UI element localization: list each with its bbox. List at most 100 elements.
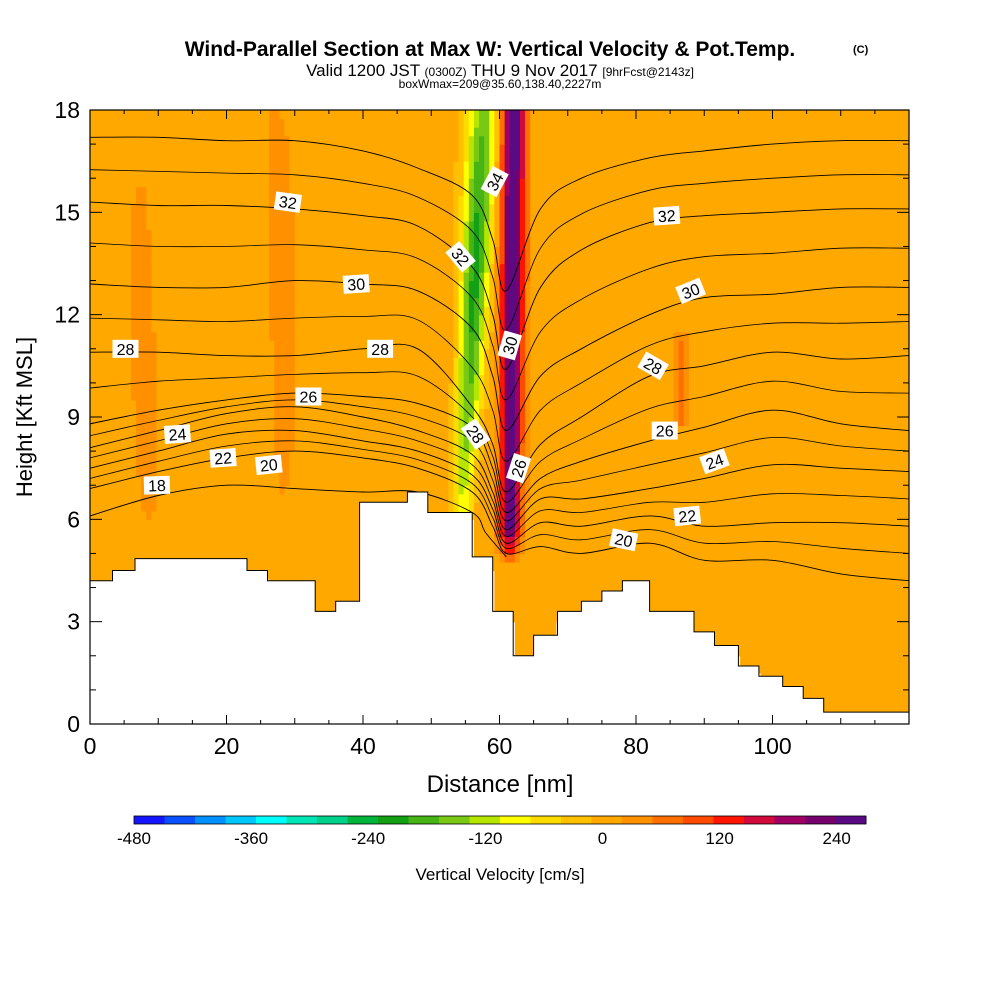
velocity-cell — [791, 536, 797, 546]
velocity-cell — [217, 519, 224, 529]
velocity-cell — [299, 451, 306, 461]
velocity-cell — [351, 442, 357, 452]
velocity-cell — [842, 485, 849, 495]
velocity-cell — [397, 485, 403, 495]
velocity-cell — [560, 434, 567, 444]
velocity-cell — [438, 382, 444, 393]
velocity-cell — [883, 655, 890, 665]
velocity-cell — [381, 493, 388, 503]
velocity-cell — [130, 519, 137, 529]
velocity-cell — [704, 587, 710, 597]
velocity-cell — [903, 485, 909, 495]
velocity-cell — [325, 510, 332, 520]
velocity-cell — [827, 391, 833, 401]
velocity-cell — [878, 357, 885, 367]
velocity-cell — [847, 561, 854, 572]
velocity-cell — [484, 485, 490, 495]
velocity-cell — [719, 570, 726, 580]
velocity-cell — [371, 451, 378, 461]
velocity-cell — [806, 681, 813, 691]
velocity-cell — [816, 391, 823, 401]
velocity-cell — [806, 527, 813, 537]
velocity-cell — [422, 468, 429, 478]
velocity-cell — [755, 434, 762, 444]
velocity-cell — [269, 510, 275, 520]
velocity-cell — [525, 587, 531, 597]
velocity-cell — [683, 476, 690, 486]
velocity-cell — [192, 348, 199, 358]
velocity-cell — [120, 442, 127, 452]
velocity-cell — [837, 553, 844, 563]
velocity-cell — [719, 544, 726, 555]
velocity-cell — [903, 382, 909, 393]
velocity-cell — [852, 570, 859, 580]
velocity-cell — [837, 451, 844, 461]
velocity-cell — [709, 442, 716, 452]
velocity-cell — [903, 561, 909, 572]
velocity-cell — [581, 544, 588, 555]
velocity-cell — [514, 561, 521, 572]
velocity-cell — [397, 476, 403, 486]
velocity-cell — [243, 442, 250, 452]
velocity-cell — [530, 417, 536, 427]
velocity-cell — [745, 468, 751, 478]
velocity-cell — [883, 374, 890, 384]
velocity-cell — [120, 399, 127, 410]
velocity-cell — [806, 434, 813, 444]
velocity-cell — [310, 476, 316, 486]
velocity-cell — [837, 647, 844, 657]
velocity-cell — [699, 442, 705, 452]
velocity-cell — [821, 485, 828, 495]
velocity-cell — [883, 536, 890, 546]
velocity-cell — [868, 604, 874, 614]
velocity-cell — [228, 365, 234, 375]
velocity-cell — [463, 365, 470, 375]
velocity-cell — [294, 365, 301, 375]
velocity-cell — [709, 536, 716, 546]
velocity-cell — [105, 476, 112, 486]
velocity-cell — [550, 382, 557, 393]
velocity-cell — [775, 621, 782, 631]
velocity-cell — [601, 408, 608, 418]
velocity-cell — [525, 399, 531, 410]
velocity-cell — [576, 365, 582, 375]
velocity-cell — [898, 544, 905, 555]
velocity-cell — [253, 451, 260, 461]
velocity-cell — [258, 553, 265, 563]
velocity-cell — [847, 451, 854, 461]
velocity-cell — [868, 476, 874, 486]
velocity-cell — [688, 561, 695, 572]
velocity-cell — [591, 408, 598, 418]
velocity-cell — [868, 630, 874, 640]
velocity-cell — [653, 374, 659, 384]
velocity-cell — [351, 348, 357, 358]
velocity-cell — [530, 459, 536, 469]
velocity-cell — [781, 502, 787, 512]
velocity-cell — [596, 570, 603, 580]
velocity-cell — [699, 510, 705, 520]
velocity-cell — [668, 510, 675, 520]
velocity-cell — [427, 382, 434, 393]
velocity-cell — [187, 391, 193, 401]
velocity-cell — [310, 510, 316, 520]
velocity-cell — [504, 561, 511, 572]
velocity-cell — [320, 510, 327, 520]
velocity-cell — [412, 348, 419, 358]
velocity-cell — [658, 536, 664, 546]
velocity-cell — [514, 348, 521, 358]
velocity-cell — [504, 579, 511, 589]
velocity-cell — [576, 553, 582, 563]
velocity-cell — [299, 570, 306, 580]
velocity-cell — [545, 544, 552, 555]
velocity-cell — [903, 672, 909, 682]
velocity-cell — [555, 382, 562, 393]
velocity-cell — [760, 561, 767, 572]
velocity-cell — [443, 459, 449, 469]
velocity-cell — [468, 493, 475, 503]
velocity-cell — [212, 519, 219, 529]
velocity-cell — [223, 391, 229, 401]
velocity-cell — [458, 348, 465, 358]
velocity-cell — [366, 485, 373, 495]
velocity-cell — [673, 587, 680, 597]
velocity-cell — [156, 340, 163, 350]
